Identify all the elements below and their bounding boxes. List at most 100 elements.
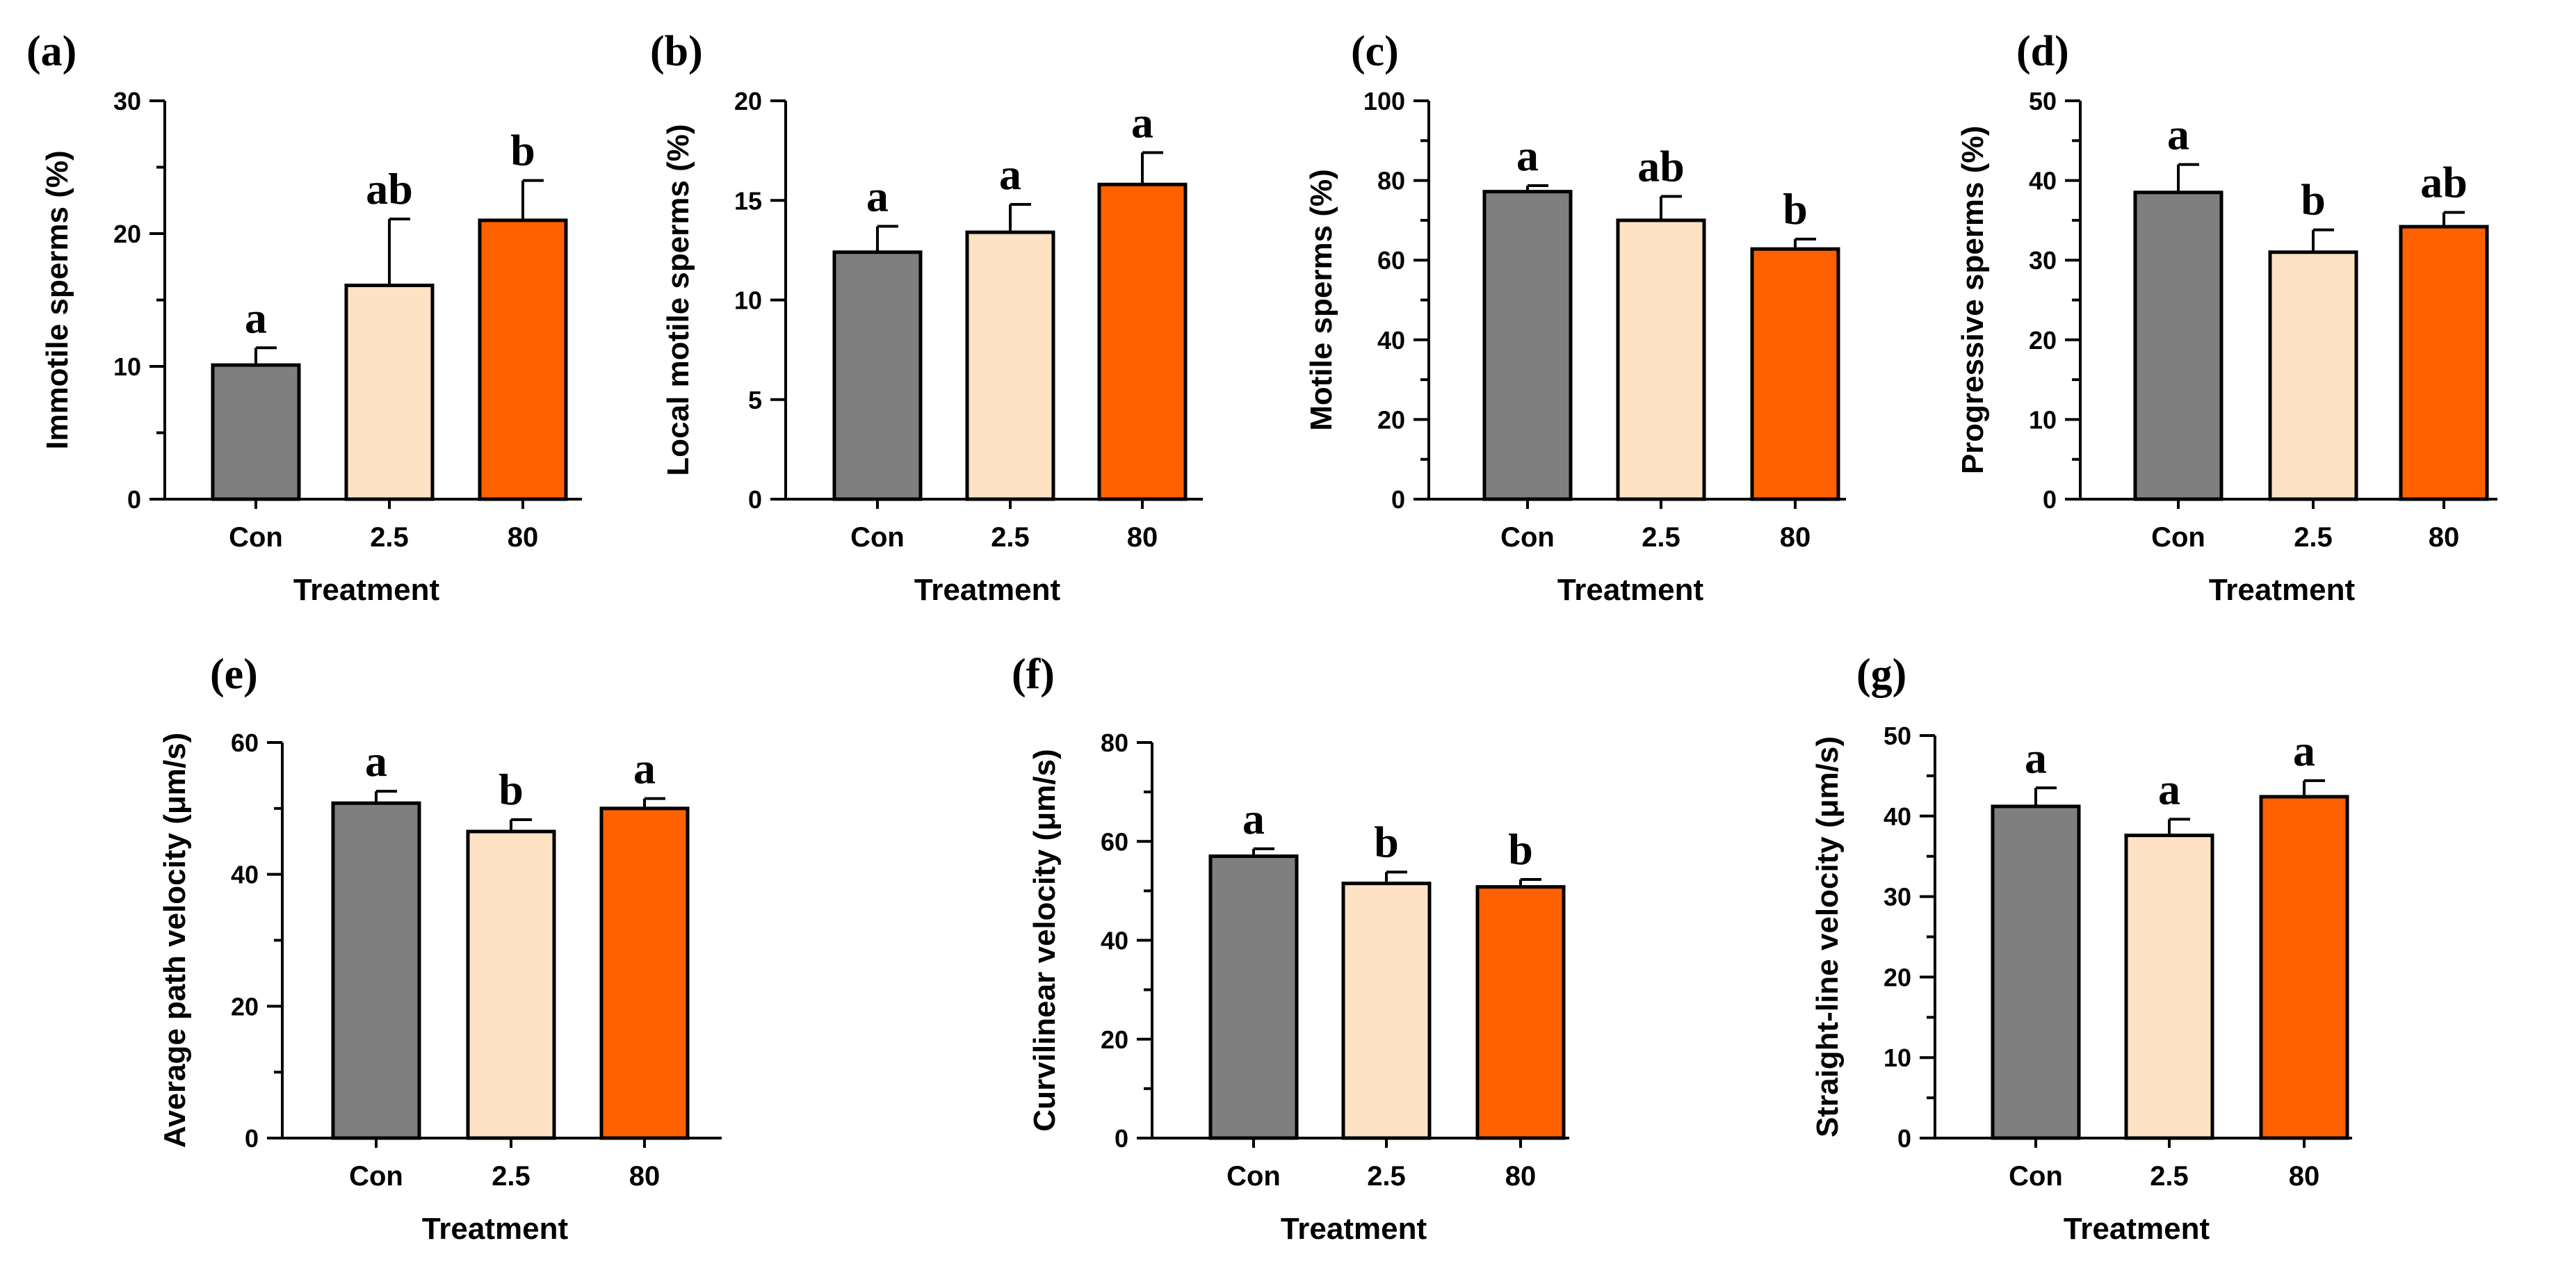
x-axis-title: Treatment (1281, 1212, 1427, 1246)
significance-letter: b (499, 765, 524, 814)
panel-label: (f) (1012, 651, 1055, 698)
x-tick-label: 2.5 (2150, 1161, 2189, 1192)
x-axis-title: Treatment (2064, 1212, 2210, 1246)
y-tick-label: 40 (1101, 927, 1128, 955)
significance-letter: a (1242, 794, 1265, 843)
chart-panel-g: (g) a Con a 2.5 a 80 0 10 20 30 40 50 Treatment Straig… (1811, 651, 2352, 1246)
x-axis-title: Treatment (914, 573, 1061, 607)
chart-panel-e: (e) a Con b 2.5 a 80 0 20 40 60 Treatment Average pa… (158, 651, 722, 1246)
y-tick-label: 0 (127, 485, 141, 514)
y-tick-label: 10 (2029, 405, 2057, 434)
bar-80 (2259, 795, 2349, 1140)
significance-letter: a (2025, 733, 2047, 782)
y-tick-label: 10 (734, 286, 762, 315)
x-tick-label: 80 (1127, 522, 1158, 553)
bar-2-5 (2268, 250, 2358, 501)
chart-panel-c: (c) a Con ab 2.5 b 80 0 20 40 60 80 100 Treatment Moti… (1304, 28, 1846, 607)
bar-80 (599, 806, 690, 1140)
bar-Con (832, 250, 923, 501)
panel-label: (a) (26, 28, 76, 75)
y-tick-label: 0 (245, 1124, 259, 1153)
y-tick-label: 0 (1115, 1124, 1128, 1153)
chart-panel-a: (a) a Con ab 2.5 b 80 0 10 20 30 Treatment Immotile … (26, 28, 582, 607)
x-tick-label: Con (349, 1161, 403, 1192)
bar-2-5 (344, 283, 435, 501)
chart-panel-d: (d) a Con b 2.5 ab 80 0 10 20 30 40 50 Treatment Progr… (1956, 28, 2497, 607)
y-tick-label: 30 (1884, 883, 1911, 911)
chart-panel-f: (f) a Con b 2.5 b 80 0 20 40 60 80 Treatment Curvilin… (1012, 651, 1569, 1246)
panel-label: (d) (2016, 28, 2069, 75)
significance-letter: a (2293, 726, 2315, 775)
y-tick-label: 60 (231, 729, 259, 757)
significance-letter: a (999, 149, 1021, 199)
bar-80 (478, 218, 568, 501)
x-tick-label: 80 (2429, 522, 2460, 553)
bar-2-5 (1341, 882, 1432, 1140)
y-tick-label: 20 (734, 87, 762, 115)
significance-letter: ab (366, 164, 413, 213)
x-axis-title: Treatment (422, 1212, 569, 1246)
panel-label: (c) (1351, 28, 1399, 75)
x-tick-label: Con (1500, 522, 1555, 553)
x-tick-label: Con (850, 522, 905, 553)
bar-Con (2133, 190, 2223, 501)
significance-letter: b (1374, 817, 1399, 866)
y-tick-label: 30 (2029, 246, 2057, 275)
y-tick-label: 15 (734, 186, 762, 215)
y-tick-label: 40 (231, 861, 259, 889)
x-tick-label: Con (2151, 522, 2205, 553)
y-tick-label: 20 (1884, 963, 1911, 991)
significance-letter: a (866, 171, 889, 220)
significance-letter: a (1516, 131, 1539, 180)
bar-Con (1208, 854, 1299, 1140)
x-tick-label: 2.5 (370, 522, 409, 553)
x-tick-label: Con (1226, 1161, 1281, 1192)
y-axis-title: Straight-line velocity (μm/s) (1811, 736, 1845, 1137)
x-tick-label: 2.5 (2294, 522, 2333, 553)
x-tick-label: 80 (1780, 522, 1811, 553)
y-tick-label: 40 (1884, 802, 1911, 831)
y-tick-label: 100 (1363, 87, 1405, 115)
y-tick-label: 0 (1391, 485, 1405, 514)
panel-label: (e) (210, 651, 258, 698)
y-tick-label: 80 (1101, 729, 1128, 757)
bar-Con (1482, 190, 1573, 501)
y-tick-label: 0 (2043, 485, 2057, 514)
y-tick-label: 80 (1377, 167, 1405, 195)
significance-letter: a (245, 293, 267, 342)
chart-panel-b: (b) a Con a 2.5 a 80 0 5 10 15 20 Treatment Local mot… (650, 28, 1203, 607)
y-tick-label: 60 (1101, 827, 1128, 856)
y-axis-title: Curvilinear velocity (μm/s) (1028, 749, 1062, 1131)
x-tick-label: 80 (629, 1161, 661, 1192)
significance-letter: b (1508, 825, 1533, 874)
y-tick-label: 40 (2029, 167, 2057, 195)
y-tick-label: 20 (113, 220, 141, 248)
y-tick-label: 20 (1377, 405, 1405, 434)
significance-letter: ab (2420, 157, 2468, 206)
x-tick-label: 2.5 (1367, 1161, 1406, 1192)
y-tick-label: 0 (1897, 1124, 1911, 1153)
y-axis-title: Progressive sperms (%) (1956, 126, 1990, 474)
y-tick-label: 10 (113, 352, 141, 381)
x-axis-title: Treatment (293, 573, 440, 607)
x-tick-label: 80 (2289, 1161, 2320, 1192)
y-tick-label: 20 (231, 992, 259, 1021)
y-tick-label: 20 (1101, 1025, 1128, 1054)
x-tick-label: Con (229, 522, 283, 553)
x-tick-label: 80 (1505, 1161, 1537, 1192)
significance-letter: b (1783, 184, 1808, 234)
x-tick-label: 80 (508, 522, 539, 553)
bar-80 (1750, 247, 1840, 501)
bar-80 (2399, 225, 2489, 501)
bar-2-5 (965, 230, 1055, 501)
x-tick-label: Con (2009, 1161, 2063, 1192)
significance-letter: b (510, 126, 535, 175)
bar-2-5 (1616, 218, 1706, 501)
bar-Con (1991, 804, 2081, 1140)
x-axis-title: Treatment (1557, 573, 1704, 607)
significance-letter: a (2158, 764, 2180, 813)
panel-label: (b) (650, 28, 703, 75)
y-tick-label: 50 (1884, 722, 1911, 750)
x-axis-title: Treatment (2209, 573, 2356, 607)
